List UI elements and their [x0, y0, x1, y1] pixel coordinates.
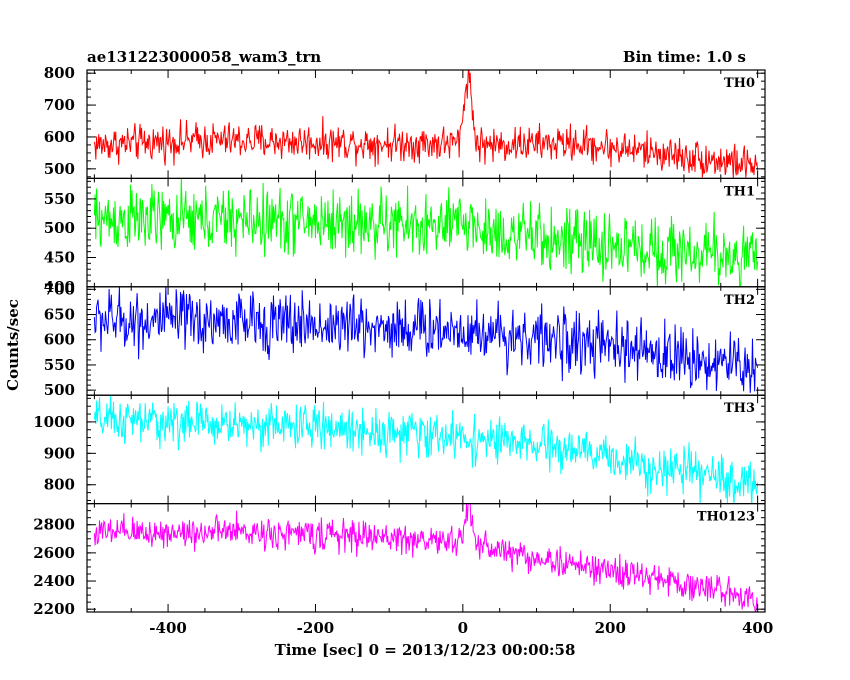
panel-th3: 800 900 1000 TH3: [33, 394, 766, 505]
y-axis-label: Counts/sec: [4, 299, 22, 391]
y-tick-label: 900: [44, 444, 75, 462]
x-axis: -400 -200 0 200 400: [149, 619, 773, 637]
y-tick-label: 700: [44, 280, 75, 298]
y-tick-label: 800: [44, 476, 75, 494]
series-line-th1: [93, 178, 759, 287]
y-tick-label: 500: [44, 160, 75, 178]
series-label-th0: TH0: [724, 76, 755, 91]
y-tick-label: 550: [44, 190, 75, 208]
bin-time-label: Bin time: 1.0 s: [623, 48, 746, 66]
panel-th1: 400 450 500 550 TH1: [44, 177, 766, 296]
y-tick-label: 1000: [33, 413, 75, 431]
panels: 500 600 700 800 TH0 400 450 500 550 TH1 500 550 600 6…: [33, 64, 766, 618]
series-label-th0123: TH0123: [697, 510, 755, 525]
y-tick-label: 550: [44, 356, 75, 374]
y-tick-label: 500: [44, 219, 75, 237]
x-tick-label: -400: [149, 619, 187, 637]
panel-th0123: 2200 2400 2600 2800 TH0123: [33, 503, 766, 618]
y-tick-label: 650: [44, 306, 75, 324]
series-line-th0123: [93, 503, 759, 613]
observation-title: ae131223000058_wam3_trn: [87, 48, 321, 66]
y-tick-label: 2800: [33, 516, 75, 534]
y-tick-label: 400: [44, 278, 75, 296]
series-label-th2: TH2: [724, 293, 755, 308]
y-tick-label: 600: [44, 331, 75, 349]
x-tick-label: 0: [458, 619, 468, 637]
y-tick-label: 600: [44, 128, 75, 146]
x-tick-label: -200: [297, 619, 335, 637]
x-tick-label: 200: [595, 619, 626, 637]
panel-th2: 500 550 600 650 700 TH2: [44, 280, 766, 399]
y-tick-label: 2200: [33, 600, 75, 618]
panel-frame: [86, 69, 766, 180]
series-line-th0: [93, 70, 759, 179]
y-tick-label: 2600: [33, 544, 75, 562]
panel-frame: [86, 503, 766, 613]
x-tick-label: 400: [742, 619, 773, 637]
series-line-th2: [93, 286, 759, 393]
panel-th0: 500 600 700 800 TH0: [44, 64, 766, 180]
y-tick-label: 2400: [33, 572, 75, 590]
x-axis-label: Time [sec] 0 = 2013/12/23 00:00:58: [275, 641, 576, 659]
y-tick-label: 500: [44, 381, 75, 399]
y-tick-label: 700: [44, 96, 75, 114]
series-line-th3: [93, 395, 759, 504]
series-label-th3: TH3: [724, 401, 755, 416]
y-tick-label: 450: [44, 249, 75, 267]
series-label-th1: TH1: [724, 184, 755, 199]
y-tick-label: 800: [44, 64, 75, 82]
